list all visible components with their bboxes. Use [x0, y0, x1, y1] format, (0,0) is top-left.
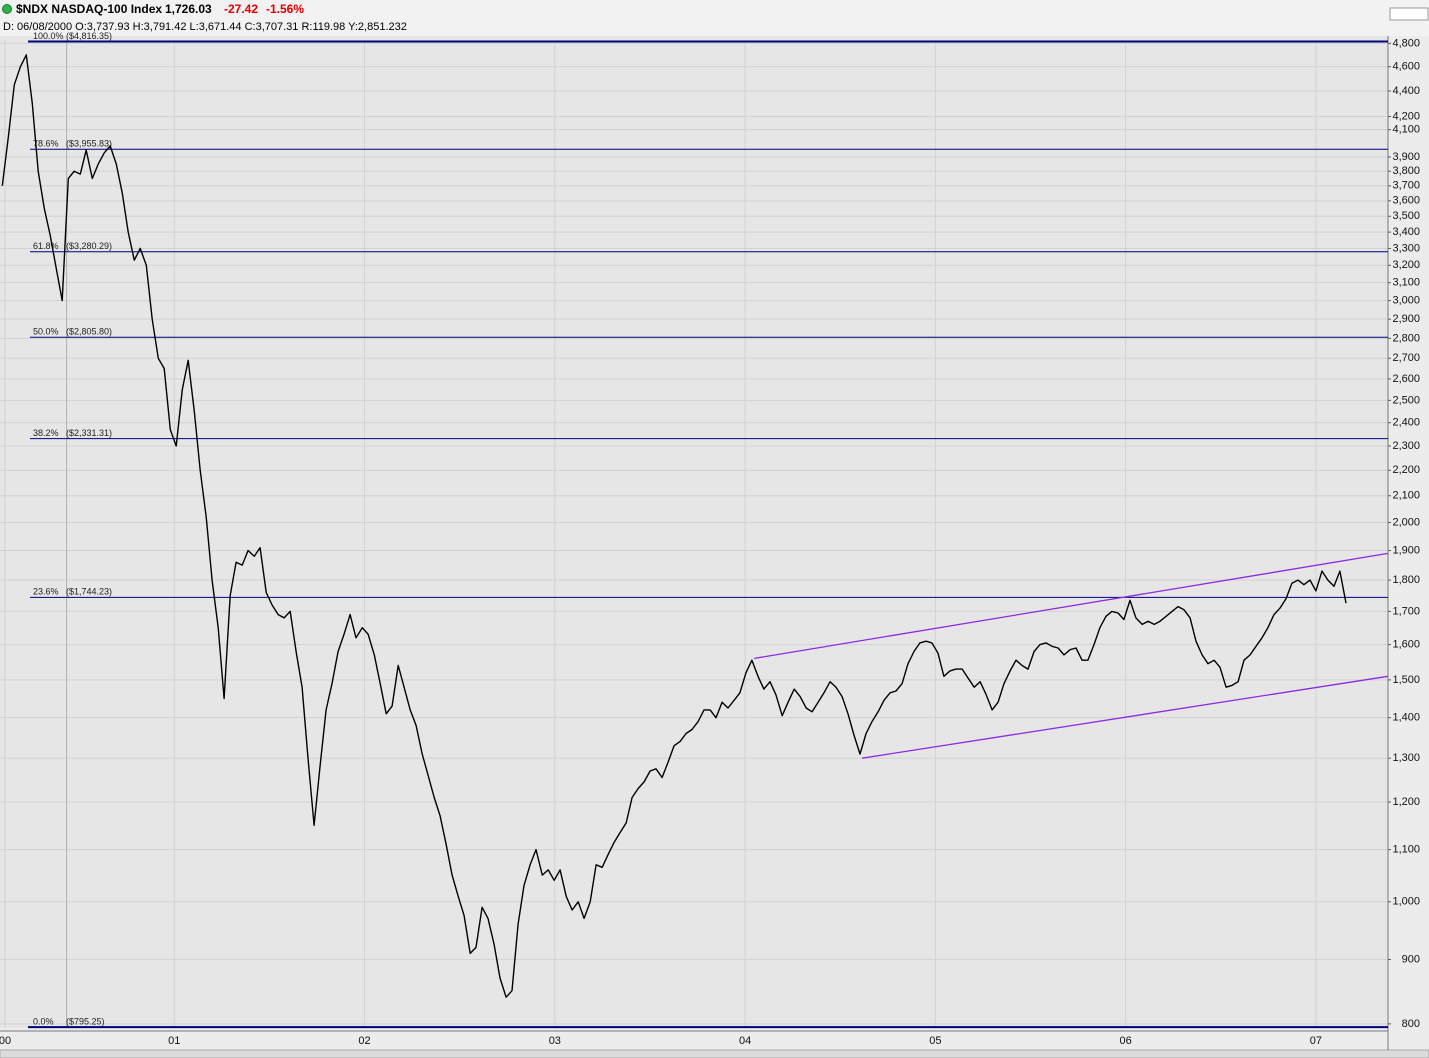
y-tick-label: 1,200 [1392, 796, 1420, 808]
y-tick-label: 4,400 [1392, 85, 1420, 97]
fib-percent: 50.0% [33, 327, 59, 337]
y-tick-label: 1,100 [1392, 844, 1420, 856]
x-tick-label: 01 [168, 1035, 180, 1047]
y-tick-label: 1,900 [1392, 544, 1420, 556]
grid-layer: 800 900 1,000 1,100 1,200 1,300 1,400 1,500 1,60… [0, 36, 1420, 1050]
y-tick-label: 3,800 [1392, 165, 1420, 177]
fib-label: ($3,955.83) [66, 139, 112, 149]
fib-percent: 100.0% [33, 31, 64, 41]
x-tick-label: 04 [739, 1035, 751, 1047]
y-tick-label: 2,500 [1392, 394, 1420, 406]
x-tick-label: 06 [1119, 1035, 1131, 1047]
corner-box [1389, 7, 1429, 21]
y-tick-label: 3,300 [1392, 242, 1420, 254]
y-tick-label: 4,600 [1392, 61, 1420, 73]
y-tick-label: 2,600 [1392, 373, 1420, 385]
plot-bg [0, 36, 1388, 1028]
y-tick-label: 2,100 [1392, 490, 1420, 502]
details: D: 06/08/2000 O:3,737.93 H:3,791.42 L:3,… [3, 21, 407, 33]
fib-percent: 0.0% [33, 1017, 54, 1027]
y-tick-label: 3,200 [1392, 259, 1420, 271]
y-tick-label: 2,900 [1392, 313, 1420, 325]
y-tick-label: 1,400 [1392, 712, 1420, 724]
fib-label: ($2,805.80) [66, 327, 112, 337]
change: -27.42 [224, 2, 258, 16]
y-tick-label: 4,800 [1392, 37, 1420, 49]
scrollbar[interactable] [0, 1049, 1429, 1058]
y-tick-label: 2,300 [1392, 440, 1420, 452]
y-tick-label: 2,400 [1392, 417, 1420, 429]
fib-percent: 38.2% [33, 428, 59, 438]
fib-label: ($1,744.23) [66, 587, 112, 597]
x-tick-label: 07 [1310, 1035, 1322, 1047]
y-tick-label: 1,300 [1392, 752, 1420, 764]
y-tick-label: 2,000 [1392, 516, 1420, 528]
y-tick-label: 3,400 [1392, 226, 1420, 238]
y-tick-label: 900 [1402, 953, 1420, 965]
y-tick-label: 1,500 [1392, 674, 1420, 686]
y-tick-label: 3,900 [1392, 151, 1420, 163]
fib-label: ($3,280.29) [66, 241, 112, 251]
fib-label: ($2,331.31) [66, 428, 112, 438]
last-price: 1,726.03 [165, 2, 212, 16]
fib-percent: 61.8% [33, 241, 59, 251]
price-line [1, 54, 1347, 998]
y-tick-label: 1,700 [1392, 605, 1420, 617]
fib-percent: 23.6% [33, 587, 59, 597]
x-tick-label: 05 [929, 1035, 941, 1047]
y-tick-label: 3,600 [1392, 195, 1420, 207]
y-tick-label: 2,200 [1392, 464, 1420, 476]
x-tick-label: 00 [0, 1035, 11, 1047]
fib-percent: 78.6% [33, 139, 59, 149]
header-bg [0, 0, 1429, 36]
x-tick-label: 02 [358, 1035, 370, 1047]
y-tick-label: 3,500 [1392, 210, 1420, 222]
y-tick-label: 2,700 [1392, 352, 1420, 364]
y-tick-label: 1,800 [1392, 574, 1420, 586]
symbol: $NDX NASDAQ-100 Index [16, 2, 162, 16]
x-tick-label: 03 [549, 1035, 561, 1047]
y-tick-label: 1,000 [1392, 896, 1420, 908]
trendline [754, 552, 1389, 660]
y-tick-label: 800 [1402, 1018, 1420, 1030]
trendline [861, 675, 1389, 759]
y-tick-label: 3,000 [1392, 295, 1420, 307]
status-icon [2, 4, 12, 14]
axis-bg [1388, 36, 1429, 1058]
fib-label: ($795.25) [66, 1017, 105, 1027]
fib-label: ($4,816.35) [66, 31, 112, 41]
y-tick-label: 4,200 [1392, 110, 1420, 122]
y-tick-label: 4,100 [1392, 124, 1420, 136]
marks-layer: 100.0% ($4,816.35) 78.6% ($3,955.83) 61.8% ($… [1, 31, 1389, 1029]
y-tick-label: 3,100 [1392, 277, 1420, 289]
y-tick-label: 2,800 [1392, 332, 1420, 344]
y-tick-label: 1,600 [1392, 638, 1420, 650]
change-pct: -1.56% [266, 2, 304, 16]
y-tick-label: 3,700 [1392, 180, 1420, 192]
